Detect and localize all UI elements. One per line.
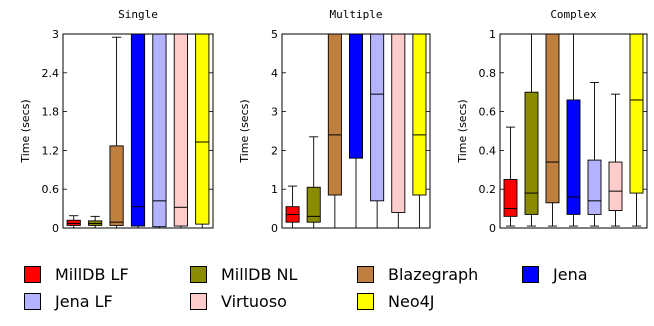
multiple-box-jena (348, 33, 364, 159)
single-y-tick-label: 3 (52, 28, 59, 41)
legend-label-milldb-lf: MillDB LF (55, 264, 129, 284)
complex-y-tick-label: 0.8 (479, 67, 497, 80)
multiple-box-jena-lf (370, 33, 385, 202)
single-y-axis-label: Time (secs) (19, 99, 32, 163)
legend-swatch-jena-lf (24, 292, 41, 310)
single-y-tick-label: 0.6 (42, 183, 60, 196)
complex-box-blazegraph (545, 33, 560, 204)
legend-label-neo4j: Neo4J (388, 291, 435, 311)
multiple-box-neo4j (412, 33, 427, 196)
legend-swatch-milldb-lf (24, 265, 41, 283)
single-y-tick-label: 1.2 (42, 144, 60, 157)
legend: MillDB LF MillDB NL Blazegraph Jena Jena… (24, 262, 644, 322)
complex-title: Complex (550, 8, 597, 21)
multiple-box-blazegraph (327, 33, 342, 196)
single-box-blazegraph (109, 145, 124, 226)
legend-item-milldb-nl: MillDB NL (190, 262, 297, 286)
complex-y-axis-label: Time (secs) (456, 99, 469, 163)
single-box-virtuoso (173, 33, 188, 227)
multiple-y-tick-label: 4 (271, 67, 278, 80)
single-box-jena (130, 33, 146, 227)
complex-box-virtuoso (608, 161, 623, 211)
single-plot-frame (62, 33, 214, 229)
legend-item-jena-lf: Jena LF (24, 289, 113, 313)
legend-swatch-milldb-nl (190, 265, 207, 283)
complex-box-jena-lf (587, 159, 602, 215)
complex-plot-frame (499, 33, 648, 229)
legend-item-milldb-lf: MillDB LF (24, 262, 129, 286)
multiple-y-tick-label: 5 (271, 28, 278, 41)
legend-swatch-blazegraph (357, 265, 374, 283)
single-y-tick-label: 2.4 (42, 67, 60, 80)
legend-item-jena: Jena (522, 262, 588, 286)
multiple-box-milldb-nl (306, 186, 321, 223)
single-box-jena-lf (152, 33, 167, 228)
complex-y-tick-label: 1 (489, 28, 496, 41)
multiple-plot-frame (281, 33, 431, 229)
single-y-tick-label: 0 (52, 222, 59, 235)
multiple-y-axis-label: Time (secs) (238, 99, 251, 163)
complex-y-tick-label: 0.2 (479, 183, 497, 196)
multiple-y-tick-label: 2 (271, 144, 278, 157)
complex-box-neo4j (629, 33, 644, 194)
multiple-title: Multiple (330, 8, 383, 21)
legend-item-virtuoso: Virtuoso (190, 289, 287, 313)
single-y-tick-label: 1.8 (42, 106, 60, 119)
multiple-box-virtuoso (391, 33, 406, 213)
complex-y-tick-label: 0.4 (479, 144, 497, 157)
single-box-neo4j (195, 33, 210, 225)
multiple-y-tick-label: 1 (271, 183, 278, 196)
single-title: Single (118, 8, 158, 21)
single-box-milldb-lf (66, 219, 81, 226)
legend-swatch-jena (522, 265, 539, 283)
legend-swatch-virtuoso (190, 292, 207, 310)
legend-label-jena: Jena (553, 264, 588, 284)
legend-item-blazegraph: Blazegraph (357, 262, 478, 286)
complex-y-tick-label: 0.6 (479, 106, 497, 119)
complex-box-milldb-nl (524, 91, 539, 215)
legend-label-jena-lf: Jena LF (55, 291, 113, 311)
legend-label-virtuoso: Virtuoso (221, 291, 287, 311)
complex-y-tick-label: 0 (489, 222, 496, 235)
legend-item-neo4j: Neo4J (357, 289, 435, 313)
legend-label-milldb-nl: MillDB NL (221, 264, 298, 284)
complex-box-milldb-lf (503, 179, 518, 217)
multiple-y-tick-label: 3 (271, 106, 278, 119)
multiple-y-tick-label: 0 (271, 222, 278, 235)
legend-label-blazegraph: Blazegraph (388, 264, 479, 284)
legend-swatch-neo4j (357, 292, 374, 310)
complex-box-jena (566, 99, 581, 215)
